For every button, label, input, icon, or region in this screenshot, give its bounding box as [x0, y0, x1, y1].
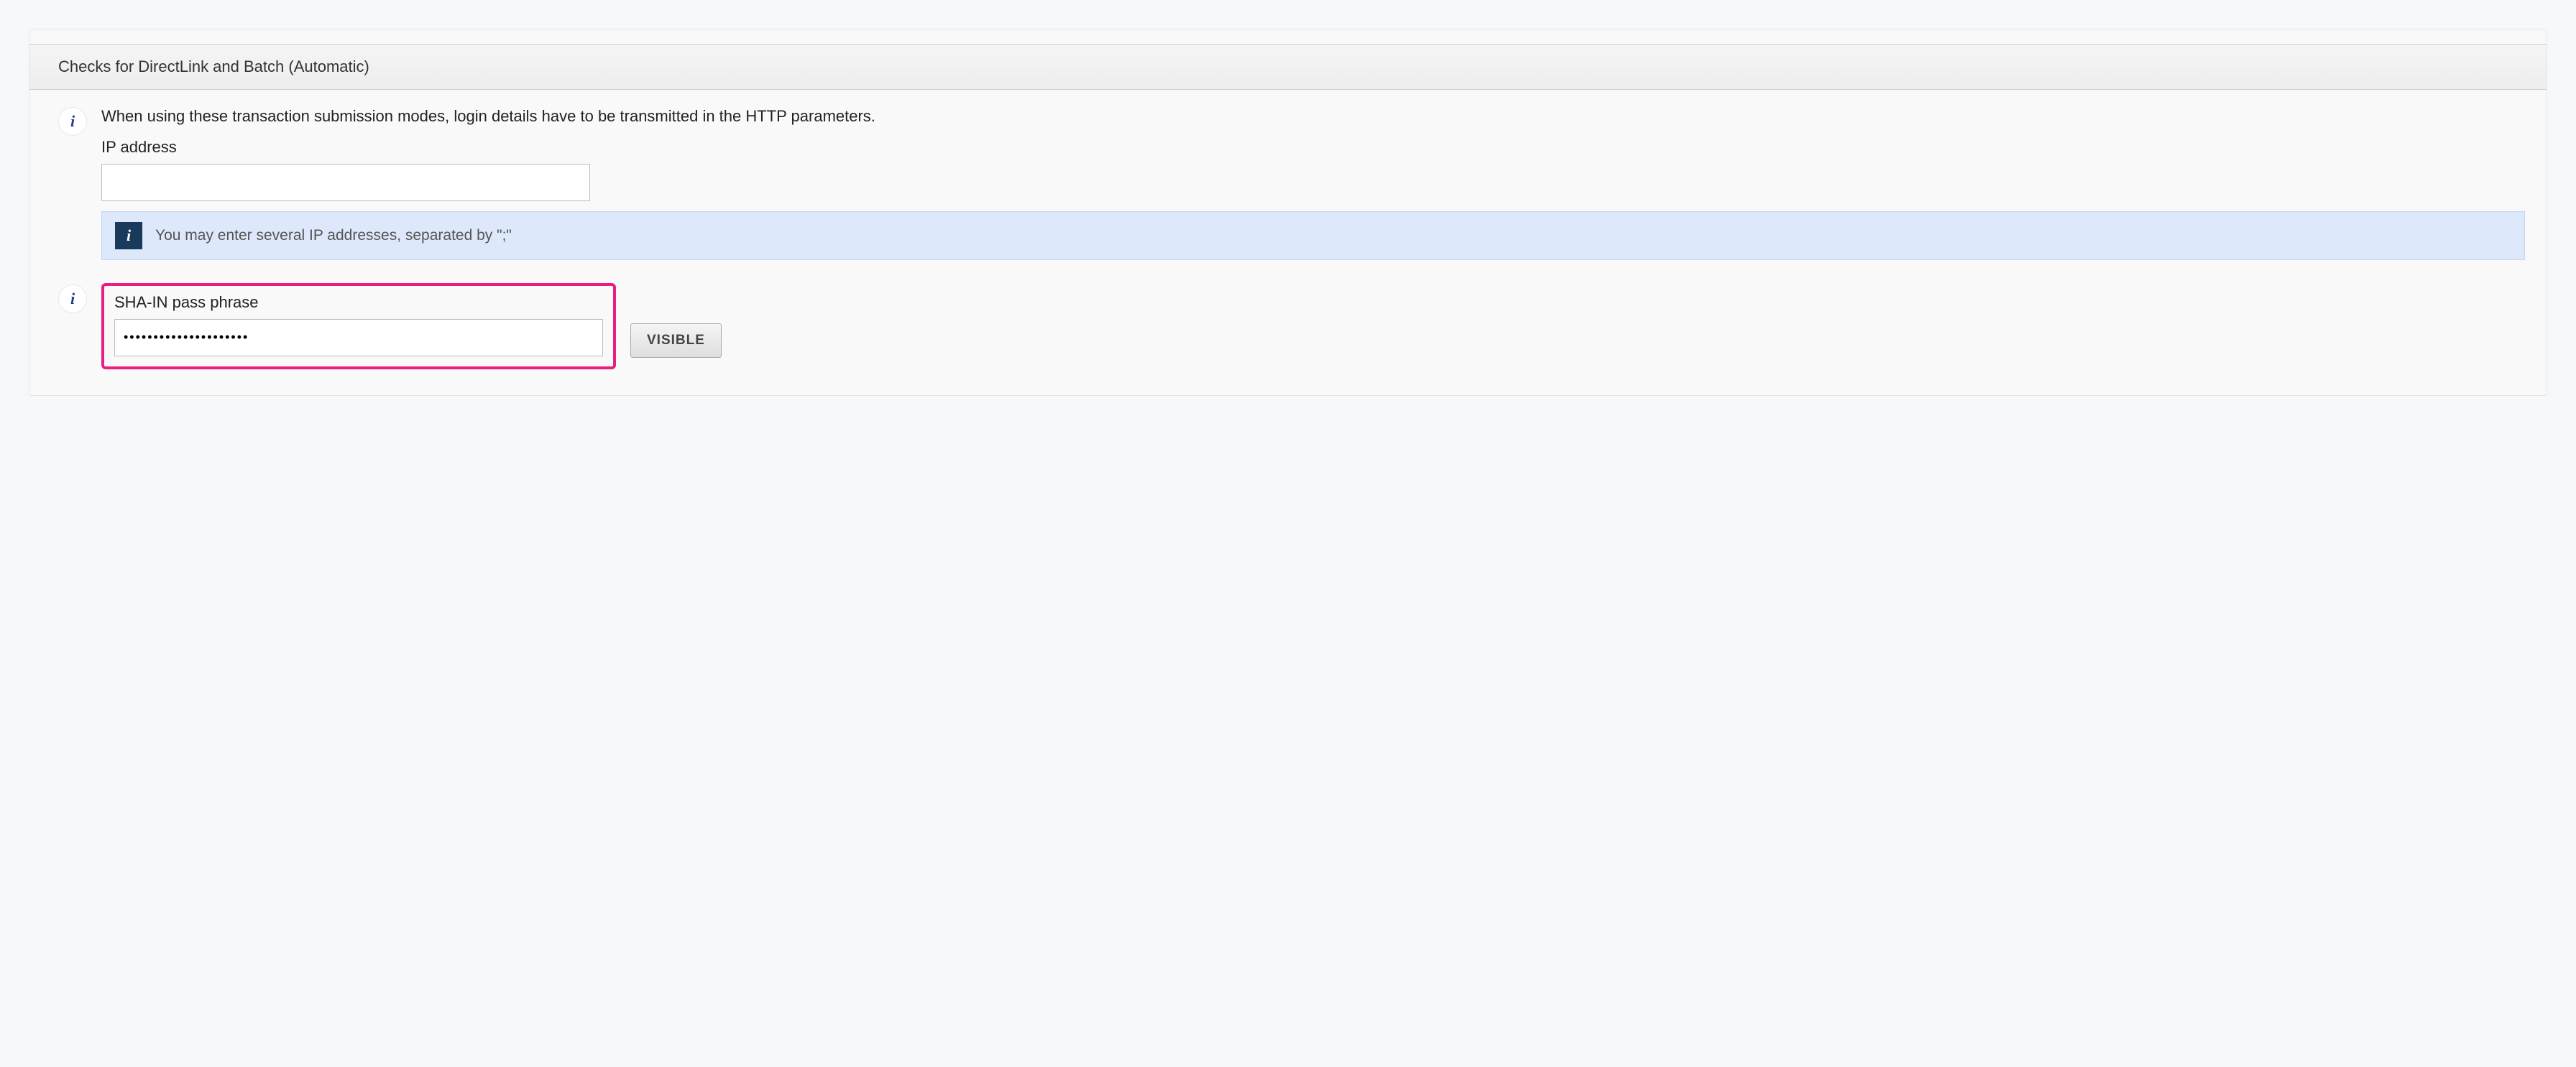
section-title: Checks for DirectLink and Batch (Automat… — [58, 57, 369, 75]
sha-content: SHA-IN pass phrase VISIBLE — [101, 283, 2532, 369]
info-icon[interactable]: i — [58, 107, 87, 136]
visible-button[interactable]: VISIBLE — [630, 323, 722, 358]
sha-row: i SHA-IN pass phrase VISIBLE — [29, 279, 2547, 374]
ip-content: When using these transaction submission … — [101, 106, 2532, 260]
spacer — [29, 264, 2547, 279]
info-icon[interactable]: i — [58, 285, 87, 313]
ip-hint-text: You may enter several IP addresses, sepa… — [155, 227, 512, 244]
info-col: i — [44, 106, 101, 136]
ip-row: i When using these transaction submissio… — [29, 101, 2547, 264]
section-header: Checks for DirectLink and Batch (Automat… — [29, 44, 2547, 90]
sha-row-wrap: SHA-IN pass phrase VISIBLE — [101, 283, 2525, 369]
description-text: When using these transaction submission … — [101, 106, 2525, 128]
ip-address-input[interactable] — [101, 164, 590, 201]
settings-panel: Checks for DirectLink and Batch (Automat… — [29, 29, 2547, 396]
info-icon: i — [115, 222, 142, 249]
sha-highlight-box: SHA-IN pass phrase — [101, 283, 616, 369]
sha-in-passphrase-input[interactable] — [114, 319, 603, 356]
ip-hint-callout: i You may enter several IP addresses, se… — [101, 211, 2525, 260]
info-col: i — [44, 283, 101, 313]
ip-address-label: IP address — [101, 138, 2525, 157]
sha-in-label: SHA-IN pass phrase — [114, 293, 603, 312]
